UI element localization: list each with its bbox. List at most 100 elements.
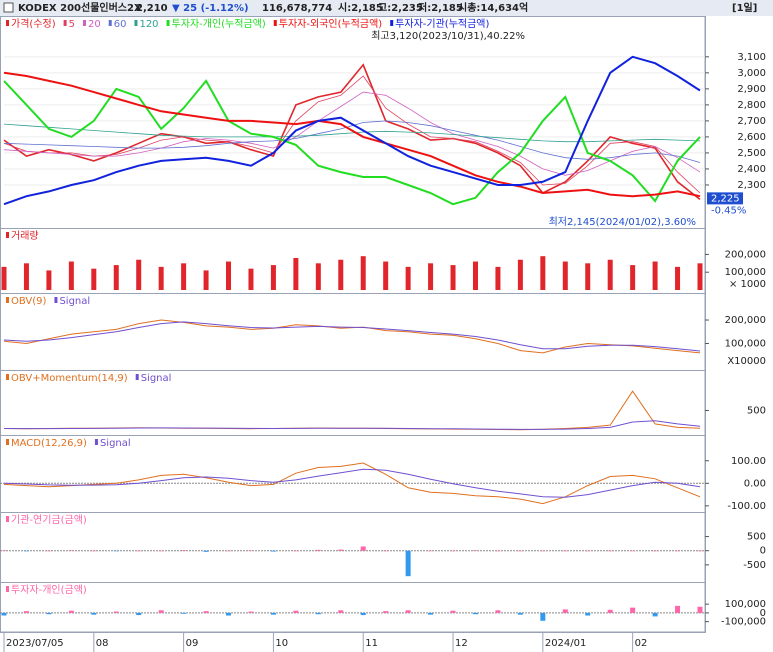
legend-label: 투자자-외국인(누적금액) [279,18,383,30]
bar [697,550,703,552]
volume: 116,678,774 [262,3,332,14]
legend-swatch [108,20,112,26]
legend-label: 가격(수정) [11,17,56,30]
bar [517,612,523,615]
bar [293,257,299,290]
legend-swatch [6,297,9,303]
legend-label: 120 [139,19,158,30]
bar [517,259,523,290]
last-price-box [707,192,743,205]
x-tick-label: 12 [455,638,468,649]
y-tick-label: 0 [760,546,766,557]
legend-swatch [390,20,394,26]
bar [136,612,142,616]
x-tick-label: 02 [635,638,648,649]
y-tick-label: 2,900 [737,84,766,95]
x-tick-label: 2024/01 [545,638,587,649]
legend-swatch [6,516,9,522]
legend-swatch [273,20,277,26]
legend-label: 거래량 [11,230,39,242]
bar [1,266,7,290]
header-bar [0,0,773,16]
legend-swatch [6,439,9,445]
bar [91,268,97,290]
bar [383,611,389,613]
bar [360,546,366,551]
bar [181,612,187,614]
bar [315,612,321,615]
legend-label: OBV(9) [11,296,47,307]
bar [472,261,478,290]
bar [113,611,119,613]
y-tick-label: 100,000 [725,339,766,350]
x-tick-label: 10 [275,638,288,649]
bar [315,549,321,551]
y-tick-label: 500 [747,405,766,416]
bar [585,550,591,552]
bar [136,550,142,552]
bar [697,263,703,290]
bar [338,549,344,551]
legend-label: MACD(12,26,9) [11,438,87,449]
period[interactable]: [1일] [732,1,757,14]
bar [562,609,568,613]
bar [607,550,613,552]
bar [630,550,636,552]
unit-label: X10000 [727,356,766,367]
annotation-high: 최고3,120(2023/10/31),40.22% [371,30,525,42]
y-tick-label: 2,300 [737,180,766,191]
bar [405,266,411,290]
bar [360,612,366,616]
bar [675,550,681,552]
stock-name: KODEX 200선물인버스2X [18,1,142,14]
bar [203,611,209,613]
last-change: -0.45% [711,205,746,216]
bar [46,270,52,290]
series-line [3,420,701,430]
bar [517,550,523,552]
legend-label: Signal [59,296,90,307]
bar [472,550,478,551]
x-tick-label: 09 [186,638,199,649]
bar [383,550,389,552]
series-line [3,468,701,498]
bar [113,265,119,290]
bar [450,265,456,290]
bar [428,550,434,552]
series-line [3,120,701,163]
bar [697,606,703,613]
bar [158,266,164,290]
bar [203,550,209,552]
bar [91,550,97,552]
bar [23,550,29,552]
unit-label: × 1000 [729,279,766,290]
open: 시:2,185 [338,2,383,14]
bar [495,550,501,552]
bar [158,550,164,552]
y-tick-label: 200,000 [725,249,766,260]
bar [652,612,658,617]
bar [293,550,299,552]
checkbox[interactable] [3,2,14,13]
bar [405,550,411,577]
change: ▼ 25 (-1.12%) [172,3,249,14]
bar [472,612,478,615]
bar [91,612,97,615]
bar [540,256,546,290]
bar [338,610,344,613]
bar [675,605,681,613]
y-tick-label: 200,000 [725,315,766,326]
y-tick-label: 100.00 [731,456,766,467]
y-tick-label: 100,000 [725,267,766,278]
y-tick-label: -100,000 [721,617,766,628]
low: 저:2,185 [418,1,463,14]
bar [495,266,501,290]
bar [383,261,389,290]
legend-swatch [6,20,9,26]
series-line [3,55,701,206]
legend-label: OBV+Momentum(14,9) [11,373,128,384]
bar [405,610,411,613]
bar [68,550,74,551]
legend-swatch [6,232,9,238]
legend-swatch [63,20,67,26]
